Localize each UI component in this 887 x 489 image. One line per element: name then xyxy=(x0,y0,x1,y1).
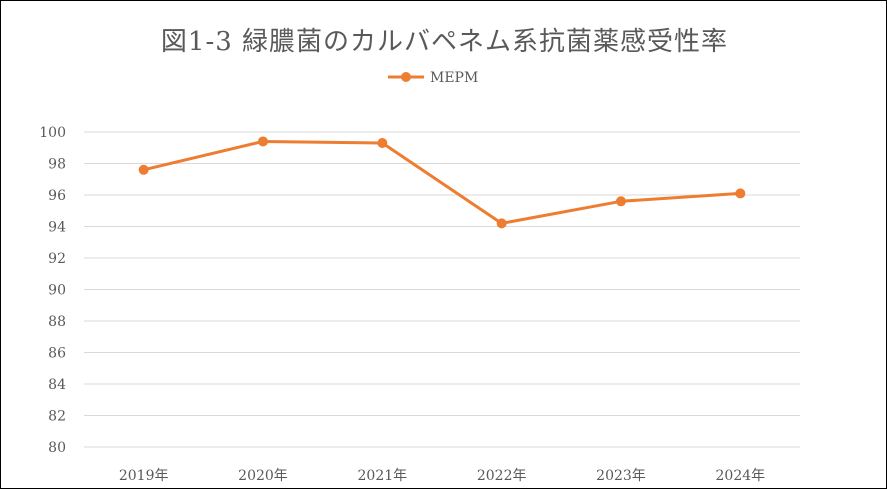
y-tick-label: 82 xyxy=(48,409,66,425)
legend-marker xyxy=(401,72,411,82)
y-tick-label: 84 xyxy=(48,377,66,393)
x-tick-label: 2022年 xyxy=(477,468,527,484)
x-tick-label: 2023年 xyxy=(596,468,646,484)
x-tick-label: 2024年 xyxy=(716,468,766,484)
y-tick-label: 96 xyxy=(48,188,66,204)
y-tick-label: 100 xyxy=(39,125,66,141)
data-point xyxy=(377,138,388,149)
series-line xyxy=(143,139,741,225)
x-tick-label: 2021年 xyxy=(358,468,408,484)
data-point xyxy=(735,188,746,199)
y-tick-label: 88 xyxy=(48,314,66,330)
y-tick-label: 90 xyxy=(48,283,66,299)
y-tick-label: 98 xyxy=(48,157,66,173)
data-point xyxy=(616,196,626,207)
chart-title: 図1-3 緑膿菌のカルバペネム系抗菌薬感受性率 xyxy=(160,27,729,57)
x-tick-label: 2019年 xyxy=(119,468,169,484)
legend-label: MEPM xyxy=(430,70,478,86)
y-tick-label: 80 xyxy=(48,440,66,456)
data-point xyxy=(496,218,507,229)
y-tick-label: 92 xyxy=(48,251,66,267)
y-tick-label: 94 xyxy=(48,220,66,236)
data-point xyxy=(138,164,149,175)
x-tick-label: 2020年 xyxy=(238,468,288,484)
y-tick-label: 86 xyxy=(48,346,66,362)
data-point xyxy=(258,136,268,147)
